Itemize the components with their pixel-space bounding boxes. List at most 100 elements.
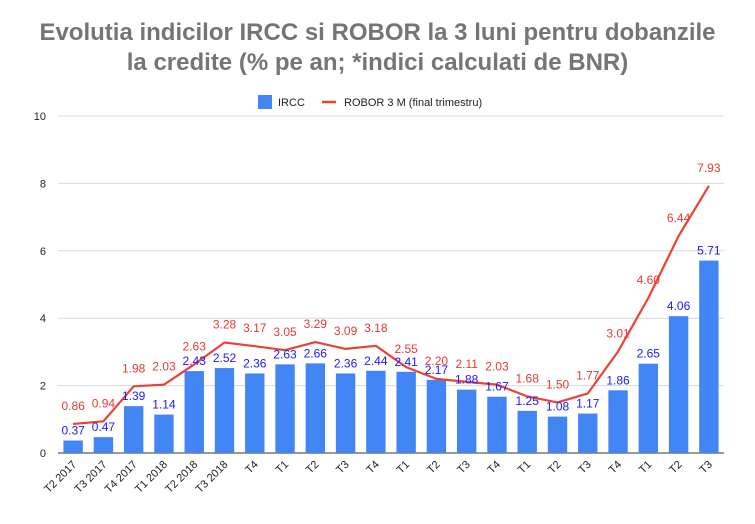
data-label-robor: 7.93 [697,161,721,175]
data-label-ircc: 2.66 [304,346,328,360]
x-tick-label: T3 [334,459,352,477]
x-tick-label: T1 [274,459,292,477]
x-tick-label: T4 [607,459,625,477]
x-tick-label: T4 [486,459,504,477]
data-label-robor: 1.77 [576,368,600,382]
data-label-ircc: 0.47 [92,420,116,434]
chart-title-line-2: la credite (% pe an; *indici calculati d… [126,49,629,76]
data-label-ircc: 1.14 [152,398,176,412]
bar-ircc [123,406,144,453]
data-label-ircc: 2.43 [183,354,207,368]
bar-ircc [517,410,537,453]
x-tick-label: T4 2017 [103,459,140,496]
data-label-ircc: 2.41 [394,355,418,369]
x-tick-label: T2 [667,459,685,477]
data-label-ircc: 1.25 [516,394,540,408]
data-label-robor: 1.50 [546,377,570,391]
data-label-robor: 3.01 [606,327,630,341]
data-label-ircc: 0.37 [61,424,85,438]
line-series-robor [73,185,710,426]
x-tick-label: T2 [546,459,564,477]
data-label-robor: 2.20 [425,354,449,368]
data-label-robor: 3.05 [273,325,297,339]
bar-ircc [699,260,719,453]
data-label-robor: 0.86 [61,399,85,413]
bar-ircc [63,440,83,453]
data-label-ircc: 2.65 [637,347,661,361]
x-tick-label: T1 [516,459,534,477]
y-tick-label: 2 [40,381,46,393]
x-tick-label: T3 2017 [72,459,109,496]
data-label-ircc: 5.71 [697,244,721,258]
data-labels: 0.37 0.47 1.39 1.14 2.43 2.52 2.36 2.63 2.66 2.36… [61,161,720,438]
bar-series-ircc [63,260,719,453]
data-label-ircc: 2.36 [334,356,358,370]
y-tick-label: 4 [40,313,46,325]
data-label-robor: 2.03 [485,360,509,374]
data-label-robor: 4.60 [637,273,661,287]
data-label-robor: 1.98 [122,361,146,375]
data-label-robor: 2.11 [455,357,478,371]
data-label-robor: 3.18 [364,321,388,335]
bar-ircc [93,437,114,453]
data-label-ircc: 2.52 [213,351,237,365]
x-tick-label: T2 [425,459,443,477]
x-tick-label: T3 [697,459,715,477]
x-tick-label: T2 [304,459,322,477]
y-tick-label: 10 [34,111,46,123]
bar-ircc [547,416,568,453]
legend-swatch-ircc [258,95,272,109]
bar-ircc [426,379,447,453]
data-label-robor: 0.94 [92,396,116,410]
legend: IRCC ROBOR 3 M (final trimestru) [258,95,482,109]
bar-ircc [366,370,386,453]
data-label-robor: 3.29 [304,317,328,331]
bar-ircc [305,363,326,453]
x-tick-label: T3 [455,459,473,477]
bar-ircc [487,396,507,453]
x-tick-label: T1 [395,459,413,477]
bar-ircc [638,363,659,453]
chart-title-line-1: Evolutia indicilor IRCC si ROBOR la 3 lu… [39,19,716,46]
data-label-ircc: 1.88 [455,373,479,387]
line-robor [73,185,710,426]
data-label-robor: 3.17 [243,321,267,335]
y-axis-ticks: 0 2 4 6 8 10 [34,111,46,460]
data-label-robor: 2.03 [152,360,176,374]
x-tick-label: T3 2018 [194,459,231,496]
chart-title: Evolutia indicilor IRCC si ROBOR la 3 lu… [0,18,755,78]
data-label-robor: 1.68 [516,371,540,385]
data-label-ircc: 1.67 [485,380,509,394]
x-tick-label: T3 [576,459,594,477]
x-tick-label: T2 2018 [163,459,200,496]
data-label-ircc: 2.44 [364,354,388,368]
x-tick-label: T1 [637,459,655,477]
data-label-ircc: 4.06 [667,299,691,313]
bar-ircc [184,371,204,453]
bar-ircc [396,371,416,453]
legend-label-robor: ROBOR 3 M (final trimestru) [344,97,482,109]
y-tick-label: 8 [40,178,46,190]
data-label-robor: 3.09 [334,324,358,338]
data-label-ircc: 1.39 [122,389,146,403]
bar-ircc [275,364,295,453]
data-label-robor: 6.44 [667,211,691,225]
x-tick-label: T2 2017 [42,459,79,496]
data-label-robor: 3.28 [213,317,237,331]
data-label-ircc: 1.17 [576,397,600,411]
bar-ircc [335,373,356,453]
y-tick-label: 0 [40,448,46,460]
bar-ircc [245,373,265,453]
data-label-ircc: 2.63 [273,347,297,361]
data-label-robor: 2.55 [394,342,418,356]
y-tick-label: 6 [40,246,46,258]
bar-ircc [214,368,235,453]
data-label-ircc: 2.36 [243,356,267,370]
legend-label-ircc: IRCC [278,97,305,109]
data-label-ircc: 2.17 [425,363,449,377]
data-label-ircc: 1.86 [606,373,630,387]
x-tick-label: T4 [243,459,261,477]
bar-ircc [578,413,598,453]
